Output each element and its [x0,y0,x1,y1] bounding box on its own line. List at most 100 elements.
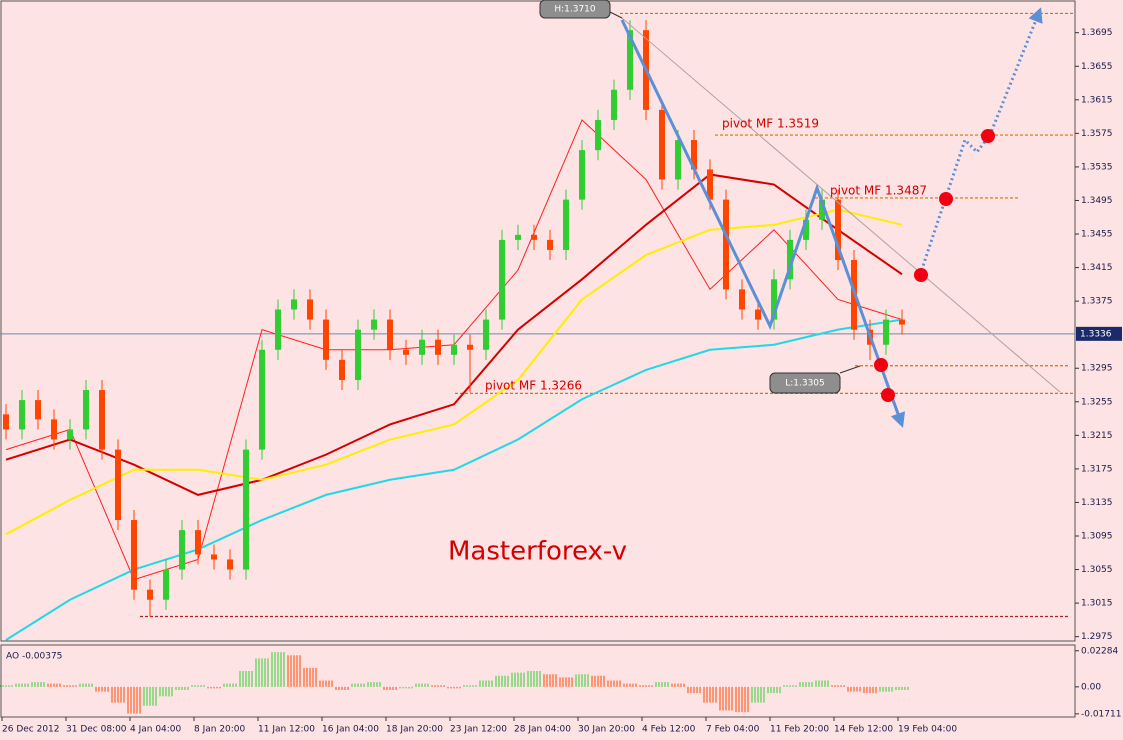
ao-tick-label: 0.02284 [1081,646,1118,656]
moving-average [5,208,903,536]
ao-bar-group [287,655,301,687]
ao-bar-group [223,683,237,687]
ao-bar-group [63,685,77,687]
ao-bar-group [575,674,589,687]
candle-body [803,219,809,240]
candle-body [131,520,137,590]
ao-frame [0,644,1076,718]
candle-body [547,239,553,250]
current-price-label: 1.3336 [1080,329,1112,339]
candle-body [227,559,233,570]
ao-tick-label: 0.00 [1081,682,1101,692]
ao-bar-group [431,685,445,687]
ao-bar-group [671,683,685,687]
ao-bar-group [831,685,845,687]
ao-bar-group [159,686,173,697]
candle-body [755,309,761,320]
candle-body [819,199,825,220]
pivot-label: pivot MF 1.3519 [722,117,819,131]
x-tick-label: 23 Jan 12:00 [450,725,507,735]
candle-body [339,359,345,380]
ao-bar-group [207,686,221,689]
ao-bar-group [175,686,189,690]
high-box [539,0,611,19]
zigzag [620,19,906,428]
y-tick-label: 1.3095 [1081,531,1113,541]
ao-bar-group [111,686,125,703]
candle-body [387,319,393,350]
ao-bar-group [879,686,893,692]
x-tick-label: 16 Jan 04:00 [322,725,379,735]
moving-average [5,318,903,641]
ao-bar-group [863,686,877,694]
candle-body [771,279,777,320]
ao-bar-group [47,683,61,687]
ao-bar-group [495,675,509,687]
y-tick-label: 1.3175 [1081,464,1113,474]
ao-bar-group [815,680,829,687]
candle-body [787,239,793,280]
ao-bar-group [783,685,797,687]
candle-body [35,400,41,420]
low-box [769,372,841,394]
y-tick-label: 1.3495 [1081,196,1113,206]
ao-bar-group [15,683,29,687]
ao-bar-group [543,674,557,687]
forecast-path [918,7,1043,276]
ao-bar-group [415,683,429,687]
ao-bar-group [895,686,909,690]
x-tick-label: 7 Feb 04:00 [706,725,760,735]
candle-body [243,449,249,570]
ao-bar-group [703,686,717,703]
dot [881,388,895,402]
candle-body [403,349,409,355]
candle-body [19,400,25,430]
ao-bar-group [191,685,205,687]
candle-body [579,150,585,200]
ao-bar-group [399,686,413,689]
current-price-box [1076,326,1122,341]
ao-bar-group [607,680,621,687]
candle-body [611,89,617,120]
ao-bar-group [767,686,781,694]
candle-body [115,449,121,521]
candle-body [163,569,169,600]
candle-body [691,140,697,170]
y-tick-label: 1.3015 [1081,599,1113,609]
ao-bar-group [799,682,813,687]
x-tick-label: 26 Dec 2012 [2,725,60,735]
ao-bar-group [735,686,749,713]
y-tick-label: 1.3055 [1081,565,1113,575]
dot [981,129,995,143]
candle-body [147,589,153,600]
candle-body [179,530,185,570]
candle-body [627,30,633,90]
candle-body [323,319,329,360]
y-tick-label: 1.3255 [1081,397,1113,407]
ao-bar-group [239,671,253,687]
high-label: H:1.3710 [554,5,596,15]
candle-body [659,109,665,180]
ao-bar-group [479,680,493,687]
y-tick-label: 1.3615 [1081,95,1113,105]
ao-bar-group [351,683,365,687]
candle-body [451,344,457,355]
high-pointer [609,11,623,19]
ao-bar-group [383,686,397,690]
y-tick-label: 1.3655 [1081,62,1113,72]
candle-body [371,319,377,330]
ao-bar-group [319,680,333,687]
ao-bar-group [31,682,45,687]
candle-body [499,239,505,320]
x-tick-label: 4 Jan 04:00 [130,725,182,735]
ao-bar-group [127,686,141,714]
moving-average [5,173,903,496]
main-frame [0,0,1076,642]
ao-bar-group [271,652,285,687]
candle-body [835,199,841,261]
x-tick-label: 14 Feb 12:00 [834,725,893,735]
candle-body [275,309,281,350]
